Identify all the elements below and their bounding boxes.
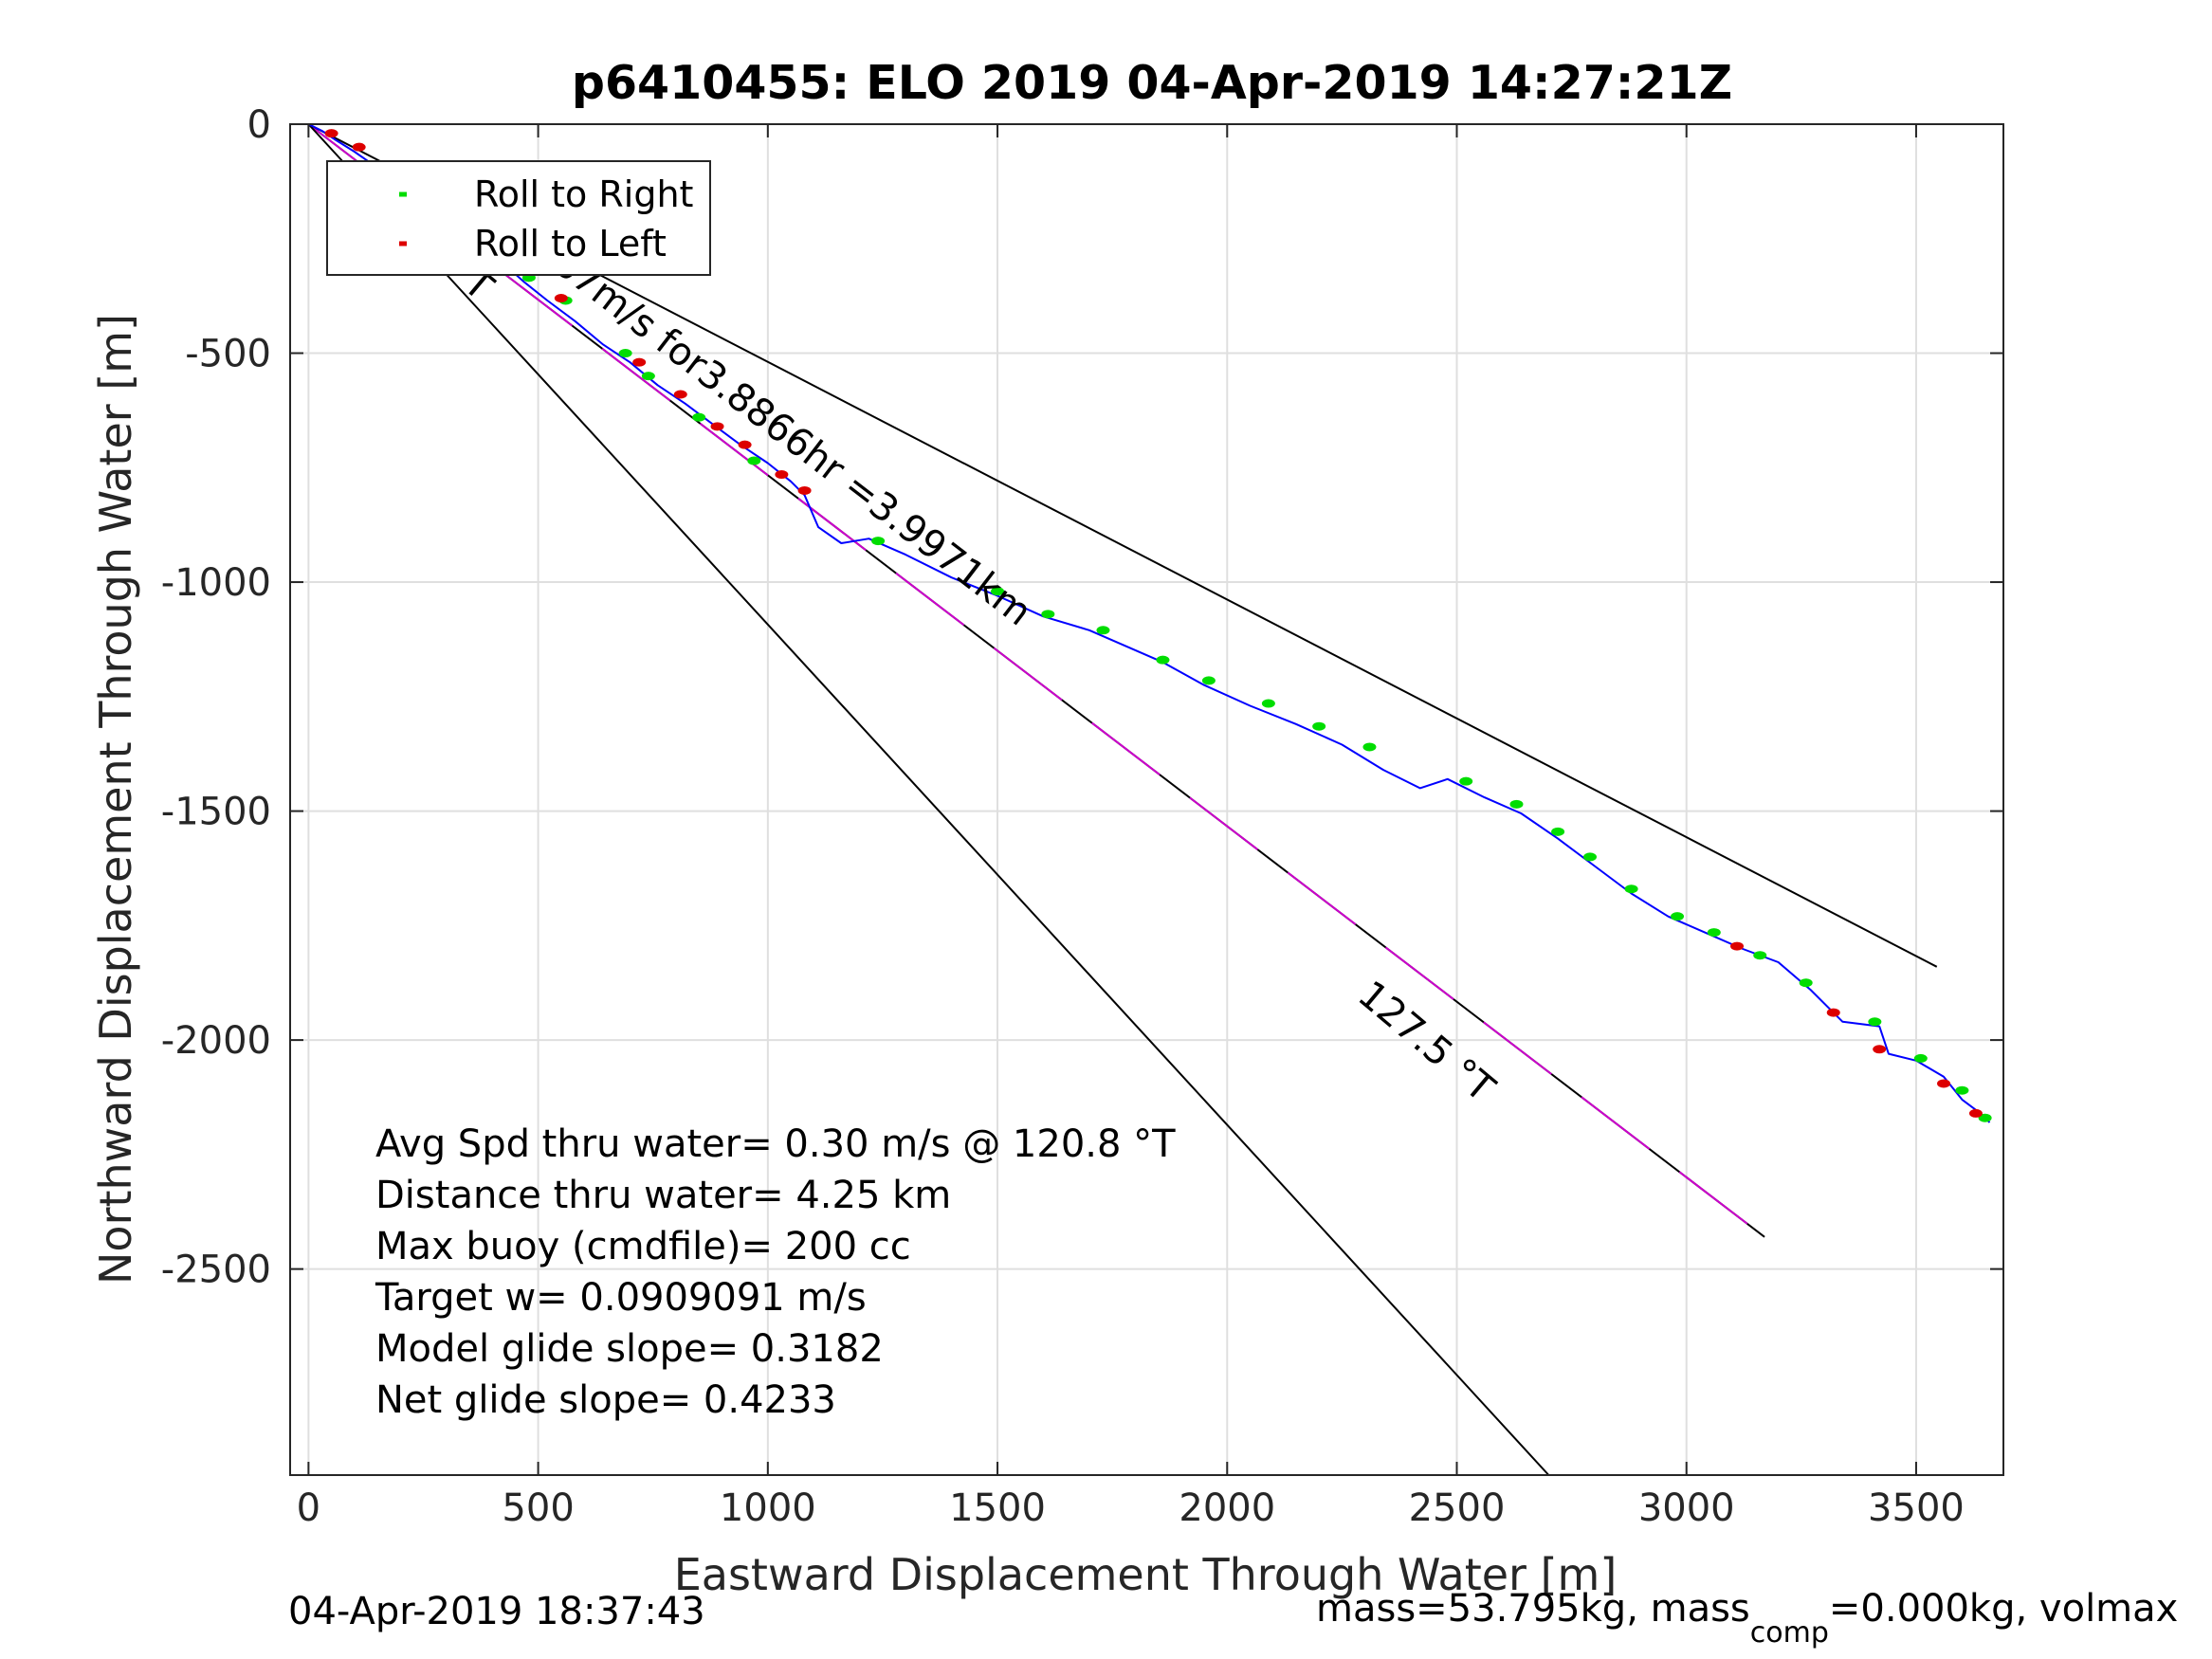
roll-right-marker <box>1156 655 1170 665</box>
roll-right-marker <box>1753 951 1767 960</box>
plot-frame <box>289 123 2004 1476</box>
stat-model-glide: Model glide slope= 0.3182 <box>375 1327 884 1371</box>
y-tick-label: -2500 <box>161 1249 271 1292</box>
roll-right-marker <box>1671 912 1685 921</box>
roll-right-marker <box>991 587 1005 596</box>
x-tick-label: 500 <box>502 1486 574 1530</box>
y-axis-ticks: 0 -500 -1000 -1500 -2000 -2500 <box>161 103 2003 1292</box>
roll-right-marker <box>618 349 632 358</box>
roll-left-marker <box>352 142 366 152</box>
legend-label-roll-left: Roll to Left <box>474 223 667 264</box>
y-tick-label: -1000 <box>161 561 271 605</box>
series-heading-magenta-line <box>307 123 1765 1238</box>
x-tick-label: 3000 <box>1638 1486 1735 1530</box>
roll-right-marker <box>1362 742 1377 752</box>
roll-right-marker <box>1799 978 1813 988</box>
roll-left-marker <box>738 440 752 449</box>
y-tick-label: 0 <box>247 103 271 147</box>
stat-net-glide: Net glide slope= 0.4233 <box>375 1378 836 1422</box>
footer-timestamp: 04-Apr-2019 18:37:43 <box>288 1590 705 1633</box>
roll-right-marker <box>871 537 886 546</box>
roll-left-marker <box>1826 1008 1840 1017</box>
roll-right-marker <box>1978 1113 1992 1122</box>
stat-avg-speed: Avg Spd thru water= 0.30 m/s @ 120.8 °T <box>375 1122 1176 1166</box>
roll-right-marker <box>1913 1053 1928 1063</box>
x-tick-label: 2000 <box>1179 1486 1275 1530</box>
roll-left-marker <box>1937 1079 1951 1088</box>
x-tick-label: 0 <box>297 1486 320 1530</box>
roll-right-marker <box>1551 827 1565 836</box>
series-lower-bound-line <box>307 123 1550 1476</box>
x-tick-label: 2500 <box>1409 1486 1506 1530</box>
roll-left-marker <box>632 357 647 367</box>
x-axis-ticks: 0 500 1000 1500 2000 2500 3000 3500 <box>297 124 1965 1530</box>
reference-lines <box>307 123 1938 1476</box>
plot-area: 127.5 °T0.28567m/s for3.8866hr =3.9971km… <box>289 123 2004 1476</box>
stat-max-buoy: Max buoy (cmdfile)= 200 cc <box>375 1225 911 1268</box>
stat-target-w: Target w= 0.0909091 m/s <box>375 1276 867 1320</box>
legend: Roll to Right Roll to Left <box>326 160 711 276</box>
roll-right-marker <box>1868 1017 1882 1027</box>
stat-distance: Distance thru water= 4.25 km <box>375 1174 951 1217</box>
x-axis-label: Eastward Displacement Through Water [m] <box>674 1549 1618 1600</box>
roll-left-marker <box>324 129 338 138</box>
footer-mass: mass=53.795kg, masscomp=0.000kg, volmax <box>1316 1587 2178 1650</box>
y-tick-label: -500 <box>185 333 271 376</box>
roll-right-marker <box>1707 928 1721 938</box>
roll-right-marker <box>641 372 655 381</box>
roll-left-marker <box>1968 1108 1983 1118</box>
legend-box <box>326 160 711 276</box>
roll-right-marker <box>1509 799 1524 809</box>
y-axis-label: Northward Displacement Through Water [m] <box>90 314 141 1285</box>
roll-right-marker <box>747 456 761 465</box>
roll-left-marker <box>554 294 568 303</box>
roll-right-marker <box>1201 676 1216 685</box>
roll-left-marker <box>673 390 687 399</box>
y-tick-label: -2000 <box>161 1019 271 1063</box>
chart-title: p6410455: ELO 2019 04-Apr-2019 14:27:21Z <box>572 56 1732 110</box>
x-tick-label: 3500 <box>1868 1486 1965 1530</box>
x-tick-label: 1000 <box>720 1486 816 1530</box>
roll-left-marker <box>1873 1045 1887 1054</box>
roll-right-marker <box>1624 884 1638 894</box>
stats-block: Avg Spd thru water= 0.30 m/s @ 120.8 °T … <box>375 1122 1176 1422</box>
legend-label-roll-right: Roll to Right <box>474 173 693 215</box>
roll-left-marker <box>797 485 812 495</box>
roll-right-marker <box>1312 721 1326 731</box>
roll-right-marker <box>692 412 706 422</box>
roll-left-marker <box>775 470 789 480</box>
x-tick-label: 1500 <box>949 1486 1046 1530</box>
roll-left-marker <box>710 422 724 431</box>
roll-left-marker <box>1730 941 1745 951</box>
y-tick-label: -1500 <box>161 791 271 834</box>
roll-right-marker <box>1582 852 1597 862</box>
roll-right-marker <box>1041 610 1055 619</box>
roll-right-marker <box>1261 699 1275 708</box>
roll-right-marker <box>1096 626 1110 635</box>
roll-right-marker <box>1955 1085 1969 1095</box>
roll-right-marker <box>1459 776 1473 786</box>
